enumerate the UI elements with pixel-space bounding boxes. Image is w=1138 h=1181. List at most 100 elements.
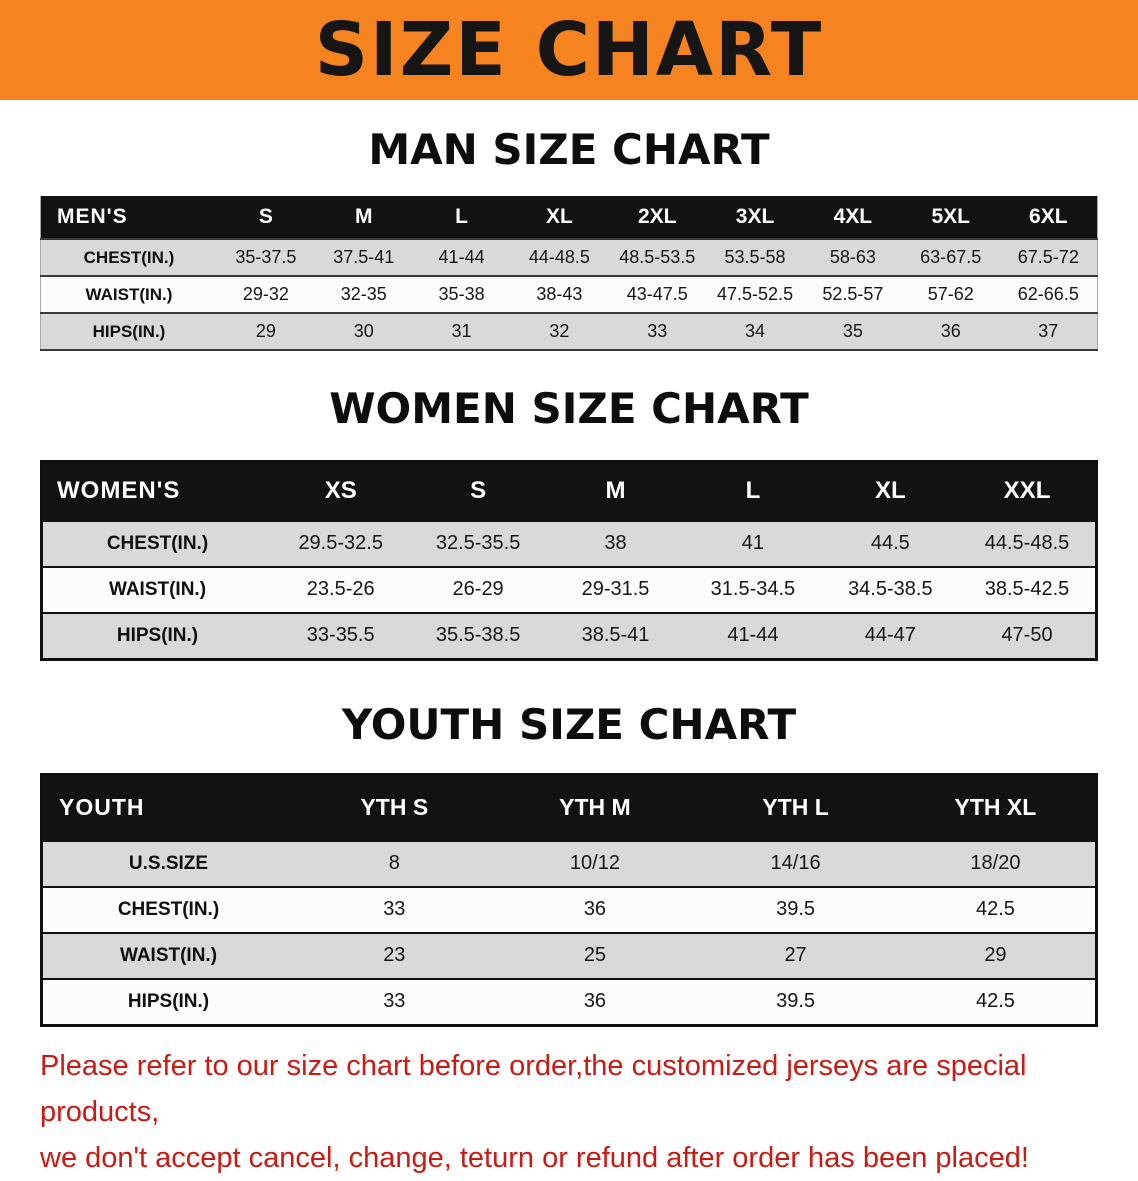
size-cell: 41 xyxy=(684,520,822,567)
size-cell: 57-62 xyxy=(901,276,1000,314)
size-cell: 23 xyxy=(294,932,495,979)
column-header: S xyxy=(217,196,315,240)
size-cell: 8 xyxy=(294,840,495,887)
size-cell: 10/12 xyxy=(494,840,696,887)
size-cell: 29-31.5 xyxy=(546,566,685,613)
size-cell: 18/20 xyxy=(895,840,1097,887)
size-cell: 47-50 xyxy=(959,612,1097,660)
size-cell: 31.5-34.5 xyxy=(684,566,822,613)
banner: SIZE CHART xyxy=(0,0,1138,100)
size-cell: 36 xyxy=(494,886,696,933)
size-cell: 30 xyxy=(314,313,413,351)
table-row: HIPS(IN.) 29 30 31 32 33 34 35 36 37 xyxy=(40,313,1098,351)
row-label: HIPS(IN.) xyxy=(41,978,294,1026)
column-header: 2XL xyxy=(608,196,707,240)
size-cell: 38.5-41 xyxy=(546,612,685,660)
size-cell: 39.5 xyxy=(695,978,896,1026)
footer-note: Please refer to our size chart before or… xyxy=(40,1043,1098,1181)
size-cell: 37.5-41 xyxy=(314,239,413,277)
women-section-heading: WOMEN SIZE CHART xyxy=(329,384,809,434)
column-header: S xyxy=(409,461,547,521)
table-corner-label: YOUTH xyxy=(41,774,294,841)
size-cell: 48.5-53.5 xyxy=(608,239,707,277)
table-row: WAIST(IN.) 23 25 27 29 xyxy=(41,932,1097,979)
size-cell: 35 xyxy=(803,313,902,351)
row-label: WAIST(IN.) xyxy=(41,932,294,979)
row-label: WAIST(IN.) xyxy=(40,276,217,314)
size-cell: 38 xyxy=(546,520,685,567)
size-cell: 29 xyxy=(217,313,315,351)
size-cell: 33 xyxy=(608,313,707,351)
men-size-table: MEN'S S M L XL 2XL 3XL 4XL 5XL 6XL CHEST(IN.) 35-37… xyxy=(40,196,1098,352)
size-cell: 26-29 xyxy=(409,566,547,613)
column-header: M xyxy=(546,461,685,521)
table-row: CHEST(IN.) 35-37.5 37.5-41 41-44 44-48.5 48.5… xyxy=(40,239,1098,277)
size-cell: 29.5-32.5 xyxy=(272,520,410,567)
size-cell: 33 xyxy=(294,886,495,933)
size-table: WOMEN'S XS S M L XL XXL CHEST(IN.) 29.5-32.5 32.5… xyxy=(40,459,1098,661)
size-table: YOUTH YTH S YTH M YTH L YTH XL U.S.SIZE 8 10/12… xyxy=(40,772,1098,1027)
size-cell: 23.5-26 xyxy=(272,566,410,613)
row-label: U.S.SIZE xyxy=(41,840,294,887)
table-header-row: MEN'S S M L XL 2XL 3XL 4XL 5XL 6XL xyxy=(40,196,1098,240)
column-header: 6XL xyxy=(999,196,1098,240)
size-cell: 42.5 xyxy=(895,886,1097,933)
column-header: 3XL xyxy=(706,196,804,240)
size-cell: 43-47.5 xyxy=(608,276,707,314)
women-size-table: WOMEN'S XS S M L XL XXL CHEST(IN.) 29.5-32.5 32.5… xyxy=(40,459,1098,661)
row-label: HIPS(IN.) xyxy=(40,313,217,351)
size-cell: 42.5 xyxy=(895,978,1097,1026)
table-header-row: WOMEN'S XS S M L XL XXL xyxy=(41,461,1097,521)
table-corner-label: WOMEN'S xyxy=(41,461,272,521)
column-header: YTH L xyxy=(695,774,896,841)
column-header: YTH S xyxy=(294,774,495,841)
size-cell: 14/16 xyxy=(695,840,896,887)
size-cell: 58-63 xyxy=(803,239,902,277)
size-cell: 35-37.5 xyxy=(217,239,315,277)
table-header-row: YOUTH YTH S YTH M YTH L YTH XL xyxy=(41,774,1097,841)
size-cell: 32.5-35.5 xyxy=(409,520,547,567)
size-cell: 37 xyxy=(999,313,1098,351)
size-cell: 32-35 xyxy=(314,276,413,314)
size-cell: 44-47 xyxy=(821,612,960,660)
youth-section-heading: YOUTH SIZE CHART xyxy=(341,699,797,749)
size-cell: 67.5-72 xyxy=(999,239,1098,277)
size-cell: 39.5 xyxy=(695,886,896,933)
size-cell: 34.5-38.5 xyxy=(821,566,960,613)
size-cell: 31 xyxy=(412,313,511,351)
size-cell: 44-48.5 xyxy=(510,239,609,277)
table-row: WAIST(IN.) 29-32 32-35 35-38 38-43 43-47.5 47.… xyxy=(40,276,1098,314)
row-label: WAIST(IN.) xyxy=(41,566,272,613)
size-cell: 36 xyxy=(901,313,1000,351)
size-cell: 63-67.5 xyxy=(901,239,1000,277)
table-row: HIPS(IN.) 33 36 39.5 42.5 xyxy=(41,978,1097,1026)
youth-size-table: YOUTH YTH S YTH M YTH L YTH XL U.S.SIZE 8 10/12… xyxy=(40,772,1098,1027)
size-cell: 41-44 xyxy=(412,239,511,277)
size-cell: 52.5-57 xyxy=(803,276,902,314)
size-table: MEN'S S M L XL 2XL 3XL 4XL 5XL 6XL CHEST(IN.) 35-37… xyxy=(40,196,1098,352)
row-label: CHEST(IN.) xyxy=(40,239,217,277)
column-header: XL xyxy=(821,461,960,521)
size-cell: 44.5 xyxy=(821,520,960,567)
size-cell: 62-66.5 xyxy=(999,276,1098,314)
size-cell: 36 xyxy=(494,978,696,1026)
size-cell: 33 xyxy=(294,978,495,1026)
size-cell: 41-44 xyxy=(684,612,822,660)
column-header: M xyxy=(314,196,413,240)
table-row: U.S.SIZE 8 10/12 14/16 18/20 xyxy=(41,840,1097,887)
column-header: YTH M xyxy=(494,774,696,841)
size-cell: 25 xyxy=(494,932,696,979)
table-row: CHEST(IN.) 29.5-32.5 32.5-35.5 38 41 44.5 44.5… xyxy=(41,520,1097,567)
size-cell: 33-35.5 xyxy=(272,612,410,660)
table-corner-label: MEN'S xyxy=(40,196,217,240)
column-header: XXL xyxy=(959,461,1097,521)
size-cell: 34 xyxy=(706,313,804,351)
table-row: HIPS(IN.) 33-35.5 35.5-38.5 38.5-41 41-44 44-… xyxy=(41,612,1097,660)
size-cell: 35.5-38.5 xyxy=(409,612,547,660)
row-label: HIPS(IN.) xyxy=(41,612,272,660)
footer-note-line-2: we don't accept cancel, change, teturn o… xyxy=(40,1141,1029,1174)
column-header: YTH XL xyxy=(895,774,1097,841)
size-cell: 35-38 xyxy=(412,276,511,314)
column-header: XS xyxy=(272,461,410,521)
